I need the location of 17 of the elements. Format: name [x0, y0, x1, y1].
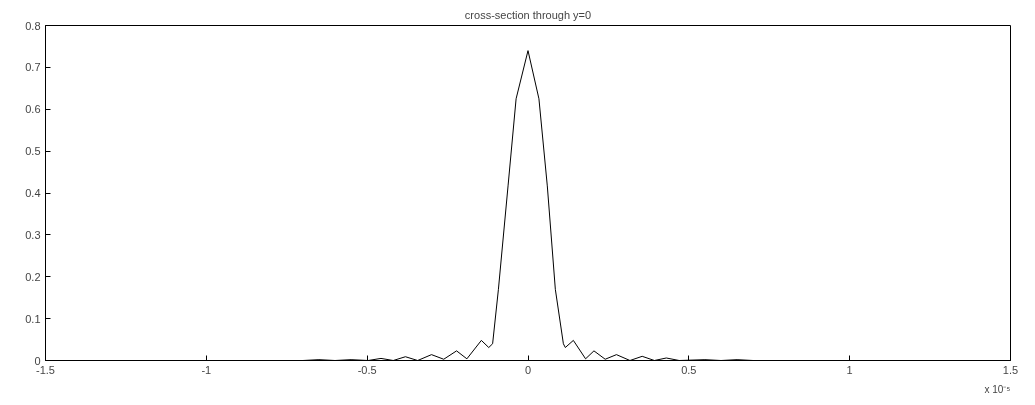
y-tick-label: 0.6 — [25, 103, 41, 116]
y-tick-label: 0.1 — [25, 312, 41, 325]
y-tick-label: 0.3 — [25, 228, 41, 241]
x-tick-label: 0.5 — [681, 363, 697, 376]
x-tick-label: -1 — [201, 363, 212, 376]
y-tick-label: 0.2 — [25, 270, 41, 283]
x-tick-label: 1 — [846, 363, 853, 376]
y-tick-label: 0.8 — [25, 19, 41, 32]
text: x 10⁻⁵ — [984, 383, 1011, 395]
y-tick-label: 0 — [34, 354, 41, 367]
x-tick-label: -0.5 — [357, 363, 377, 376]
chart-title: cross-section through y=0 — [464, 8, 592, 21]
x-tick-label: 1.5 — [1002, 363, 1019, 376]
y-tick-label: 0.7 — [25, 61, 41, 74]
x-tick-label: 0 — [524, 363, 532, 376]
y-tick-label: 0.4 — [25, 187, 41, 199]
y-tick-label: 0.5 — [25, 145, 41, 158]
